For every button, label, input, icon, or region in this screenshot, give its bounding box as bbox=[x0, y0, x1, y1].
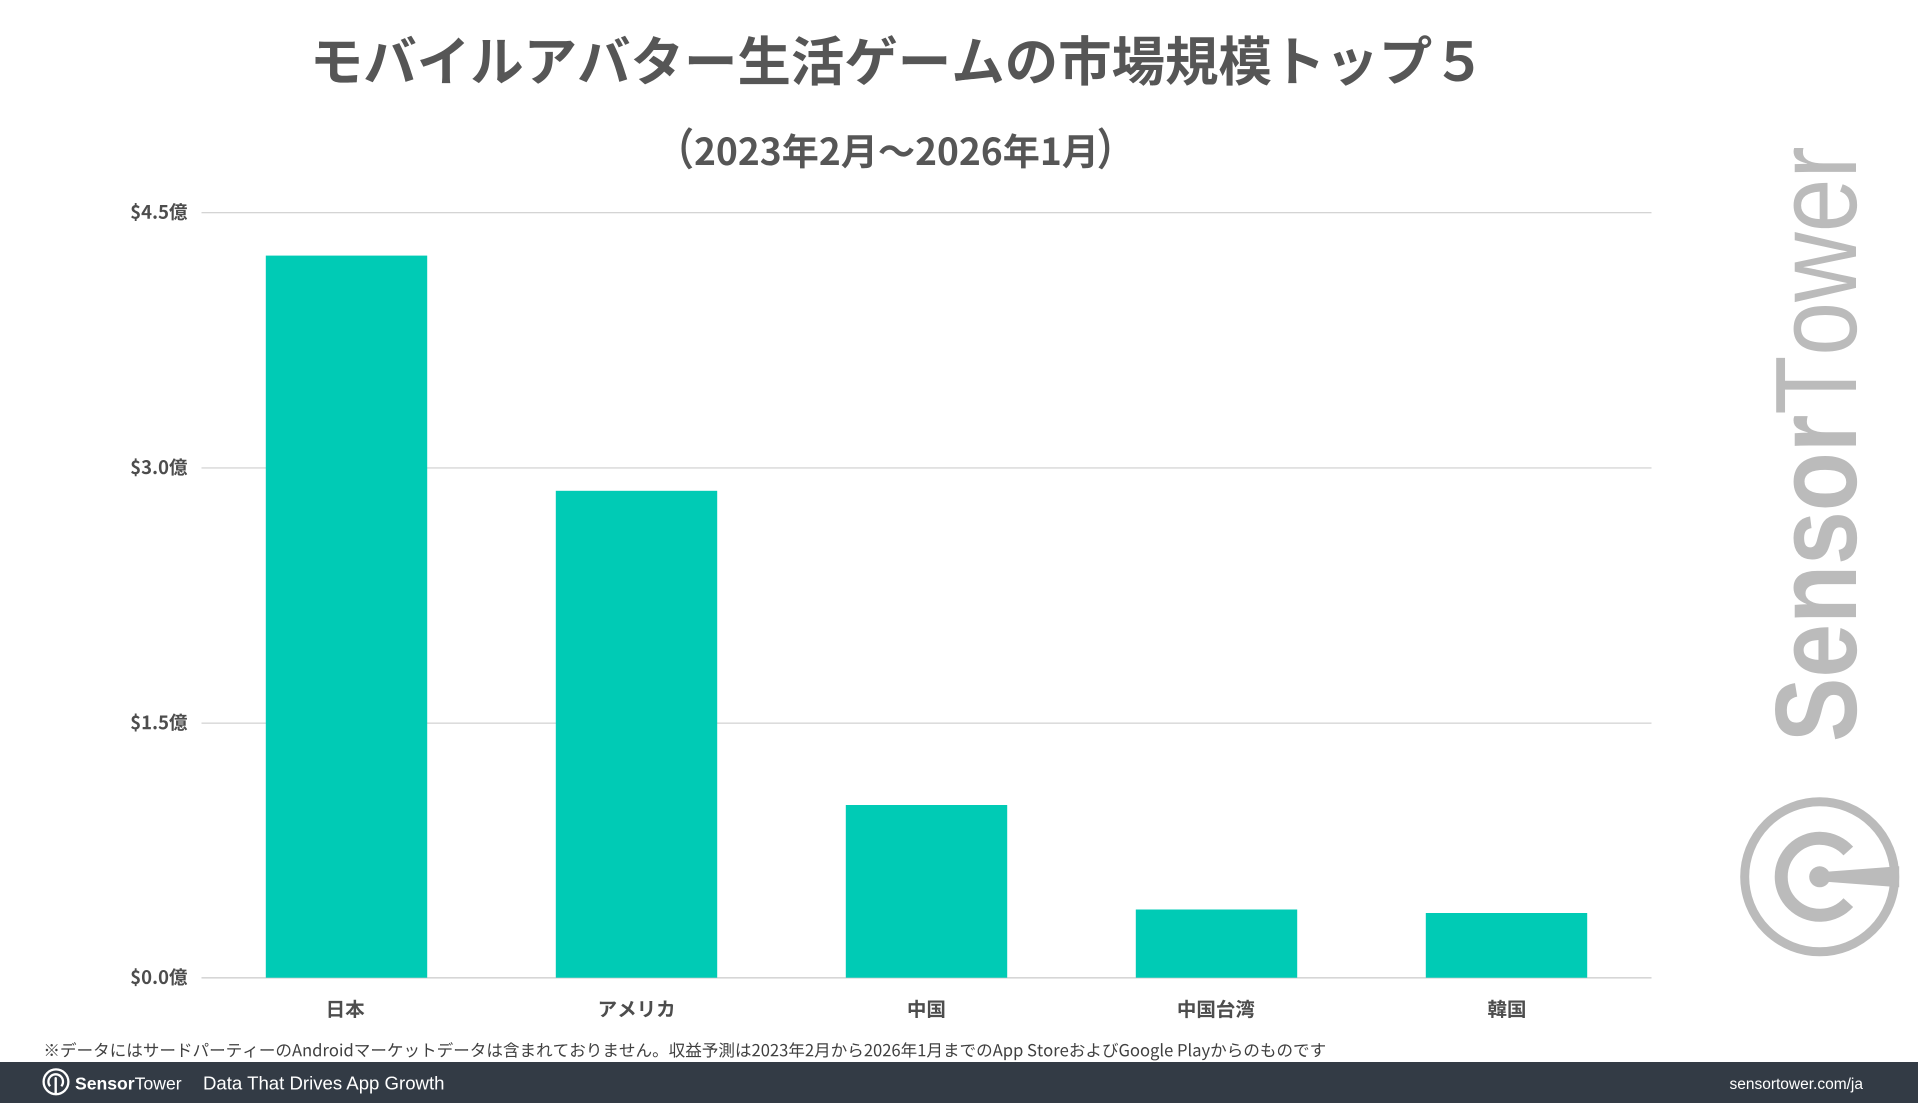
svg-text:SensorTower: SensorTower bbox=[75, 1073, 182, 1093]
svg-text:sensortower.com/ja: sensortower.com/ja bbox=[1729, 1076, 1863, 1093]
svg-text:Data That Drives App Growth: Data That Drives App Growth bbox=[203, 1073, 444, 1094]
